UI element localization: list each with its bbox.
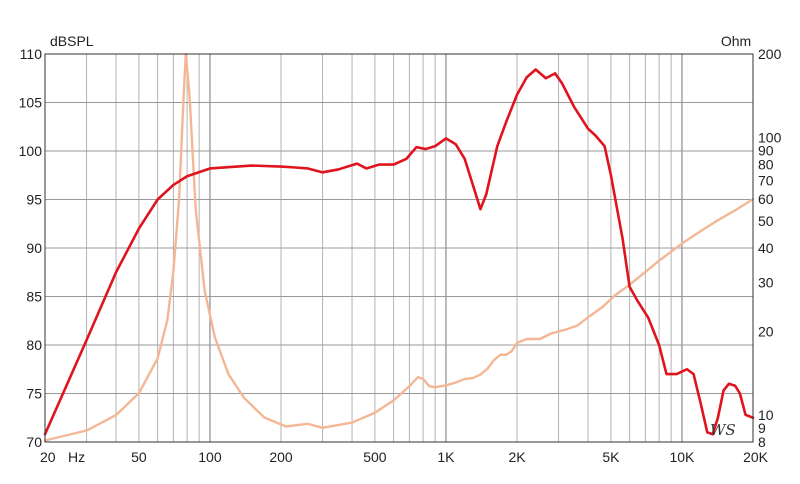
x-tick-label: 2K (508, 449, 526, 465)
y-right-tick-label: 200 (758, 46, 782, 62)
brand-logo: WS (710, 421, 736, 439)
y-left-tick-label: 80 (26, 337, 42, 353)
x-tick-label: 100 (198, 449, 222, 465)
y-left-tick-label: 110 (20, 46, 43, 62)
y-right-tick-label: 10 (758, 407, 774, 423)
chart-curves (43, 52, 755, 442)
y-left-tick-label: 70 (26, 434, 42, 450)
x-tick-label: 5K (602, 449, 620, 465)
x-tick-label: 10K (669, 449, 695, 465)
x-axis-unit-label: Hz (68, 449, 85, 465)
spl-curve (43, 68, 755, 436)
y-right-axis-label: Ohm (721, 33, 751, 49)
y-right-tick-label: 60 (758, 191, 774, 207)
plot-frame (44, 53, 754, 443)
y-left-axis-label: dBSPL (50, 33, 94, 49)
x-tick-label: 1K (437, 449, 455, 465)
x-tick-label: 200 (269, 449, 293, 465)
y-right-tick-label: 100 (758, 130, 782, 146)
y-right-tick-label: 9 (758, 420, 766, 436)
y-right-tick-label: 30 (758, 275, 774, 291)
y-left-tick-label: 95 (26, 192, 42, 208)
y-right-tick-label: 90 (758, 142, 774, 158)
grid-lines (45, 54, 753, 442)
y-left-tick-label: 100 (19, 143, 43, 159)
y-right-tick-label: 20 (758, 324, 774, 340)
y-right-tick-label: 80 (758, 156, 774, 172)
y-right-tick-label: 50 (758, 213, 774, 229)
impedance-curve (43, 52, 755, 442)
y-left-tick-label: 90 (26, 240, 42, 256)
y-left-tick-label: 75 (26, 386, 42, 402)
y-right-tick-label: 8 (758, 434, 766, 450)
x-tick-label: 20K (743, 449, 769, 465)
y-right-tick-label: 70 (758, 173, 774, 189)
tick-labels: 7075808590951001051108910203040506070809… (19, 46, 782, 465)
x-tick-label: 50 (131, 449, 147, 465)
y-right-tick-label: 40 (758, 240, 774, 256)
y-left-tick-label: 85 (26, 289, 42, 305)
x-tick-label: 20 (40, 449, 56, 465)
x-tick-label: 500 (363, 449, 387, 465)
y-left-tick-label: 105 (19, 95, 43, 111)
